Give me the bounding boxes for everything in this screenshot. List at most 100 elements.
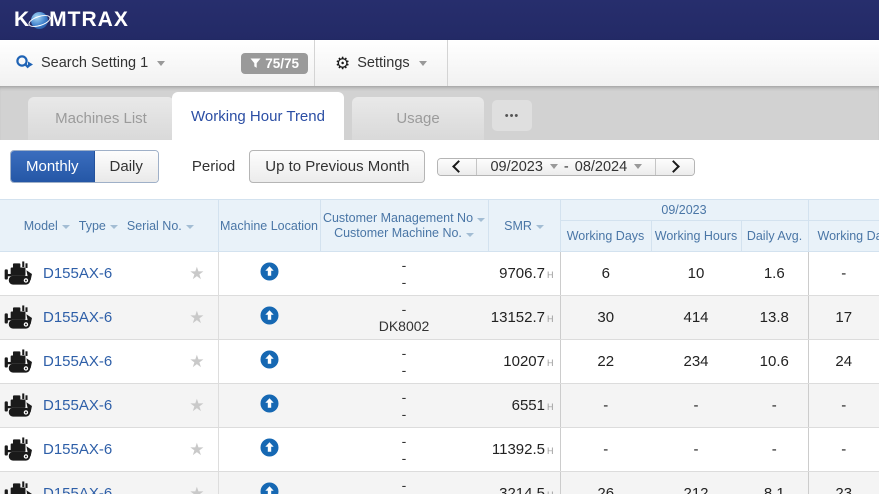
model-link[interactable]: D155AX-6: [43, 309, 113, 326]
smr-value: 11392.5: [491, 441, 545, 458]
date-from-select[interactable]: 09/2023: [490, 159, 558, 175]
smr-cell: 9706.7 H: [488, 251, 561, 296]
logo-text-left: K: [14, 8, 31, 31]
location-up-arrow-icon[interactable]: [260, 262, 279, 281]
model-link[interactable]: D155AX-6: [43, 265, 113, 282]
customer-management-no-value: -: [401, 432, 407, 449]
header-type[interactable]: Type: [78, 218, 106, 233]
favorite-star-icon[interactable]: ★: [189, 483, 205, 494]
header-month-group: 09/2023: [559, 199, 809, 221]
filter-count-badge[interactable]: 75/75: [241, 52, 309, 74]
next-working-days-cell: -: [808, 427, 879, 472]
tab-usage[interactable]: Usage: [352, 97, 484, 140]
globe-icon: [31, 11, 49, 29]
daily-avg-cell: 13.8: [741, 295, 809, 340]
model-link[interactable]: D155AX-6: [43, 441, 113, 458]
table-row: D155AX-6 ★ - - 9706.7 H 6 10 1.6 -: [0, 251, 879, 296]
next-working-days-cell: -: [808, 251, 879, 296]
komtrax-logo: K MTRAX: [14, 8, 129, 32]
table-body: D155AX-6 ★ - - 9706.7 H 6 10 1.6 -: [0, 251, 879, 494]
next-working-days-cell: 24: [808, 339, 879, 384]
next-period-button[interactable]: [656, 158, 695, 175]
favorite-star-icon[interactable]: ★: [189, 439, 205, 459]
period-label: Period: [191, 158, 236, 175]
chevron-down-icon: [418, 60, 427, 66]
location-up-arrow-icon[interactable]: [260, 438, 279, 457]
settings-button[interactable]: ⚙ Settings: [321, 55, 441, 72]
machine-location-cell: [218, 339, 320, 384]
sort-caret-icon: [477, 217, 486, 222]
location-up-arrow-icon[interactable]: [260, 482, 279, 494]
favorite-star-icon[interactable]: ★: [189, 395, 205, 415]
date-range-pager: 09/2023 - 08/2024: [437, 157, 696, 176]
date-separator: -: [563, 158, 569, 175]
logo-text-right: MTRAX: [49, 8, 129, 31]
customer-cell: - -: [320, 383, 488, 428]
header-serial[interactable]: Serial No.: [126, 218, 182, 233]
smr-value: 13152.7: [490, 309, 545, 326]
sort-caret-icon: [185, 224, 194, 229]
filter-funnel-icon: [250, 58, 261, 68]
next-working-days-cell: 17: [808, 295, 879, 340]
app-header: K MTRAX: [0, 0, 879, 40]
smr-unit: H: [547, 314, 554, 324]
smr-value: 3214.5: [499, 485, 545, 494]
controls-row: Monthly Daily Period Up to Previous Mont…: [0, 140, 879, 193]
daily-avg-cell: -: [741, 427, 809, 472]
chevron-down-icon: [549, 164, 558, 169]
smr-unit: H: [547, 446, 554, 456]
model-link[interactable]: D155AX-6: [43, 353, 113, 370]
header-smr[interactable]: SMR: [487, 199, 561, 252]
machine-location-cell: [218, 383, 320, 428]
working-days-cell: -: [560, 427, 651, 472]
smr-unit: H: [547, 402, 554, 412]
header-working-days: Working Days: [560, 220, 652, 252]
tab-machines-list[interactable]: Machines List: [28, 97, 174, 140]
customer-cell: - -: [320, 471, 488, 494]
smr-cell: 11392.5 H: [488, 427, 561, 472]
location-up-arrow-icon[interactable]: [260, 350, 279, 369]
working-days-cell: -: [560, 383, 651, 428]
monthly-button[interactable]: Monthly: [11, 151, 95, 182]
table-row: D155AX-6 ★ - - 6551 H - - - -: [0, 383, 879, 428]
bulldozer-icon: [4, 437, 32, 461]
chevron-right-icon: [667, 160, 681, 173]
working-hours-cell: -: [651, 427, 741, 472]
bulldozer-icon: [4, 481, 32, 494]
header-customer[interactable]: Customer Management No Customer Machine …: [319, 199, 489, 252]
model-cell: D155AX-6 ★: [0, 471, 219, 494]
tab-more-button[interactable]: •••: [492, 100, 532, 131]
favorite-star-icon[interactable]: ★: [189, 351, 205, 371]
daily-button[interactable]: Daily: [94, 151, 158, 182]
location-up-arrow-icon[interactable]: [260, 394, 279, 413]
model-link[interactable]: D155AX-6: [43, 485, 113, 494]
search-setting-button[interactable]: Search Setting 1: [0, 53, 179, 73]
header-next-working-days: Working Days: [807, 220, 879, 252]
model-link[interactable]: D155AX-6: [43, 397, 113, 414]
header-working-hours: Working Hours: [650, 220, 742, 252]
smr-unit: H: [547, 270, 554, 280]
previous-period-button[interactable]: [438, 158, 477, 175]
location-up-arrow-icon[interactable]: [260, 306, 279, 325]
sort-caret-icon: [465, 232, 474, 237]
smr-cell: 3214.5H: [488, 471, 561, 494]
header-model[interactable]: Model: [23, 218, 58, 233]
tab-label: Working Hour Trend: [191, 107, 325, 125]
tab-working-hour-trend[interactable]: Working Hour Trend: [172, 92, 344, 140]
working-hours-cell: 212: [651, 471, 741, 494]
working-hours-cell: 10: [651, 251, 741, 296]
header-machine-location: Machine Location: [217, 199, 321, 252]
chevron-down-icon: [157, 60, 166, 66]
smr-value: 10207: [503, 353, 545, 370]
date-to-select[interactable]: 08/2024: [575, 159, 643, 175]
favorite-star-icon[interactable]: ★: [189, 307, 205, 327]
favorite-star-icon[interactable]: ★: [189, 263, 205, 283]
filter-count-label: 75/75: [265, 55, 300, 71]
customer-management-no-value: -: [401, 256, 407, 273]
model-cell: D155AX-6 ★: [0, 383, 219, 428]
customer-machine-no-value: -: [401, 449, 407, 466]
working-hours-cell: -: [651, 383, 741, 428]
smr-value: 9706.7: [499, 265, 545, 282]
model-cell: D155AX-6 ★: [0, 251, 219, 296]
up-to-previous-month-button[interactable]: Up to Previous Month: [249, 150, 426, 183]
